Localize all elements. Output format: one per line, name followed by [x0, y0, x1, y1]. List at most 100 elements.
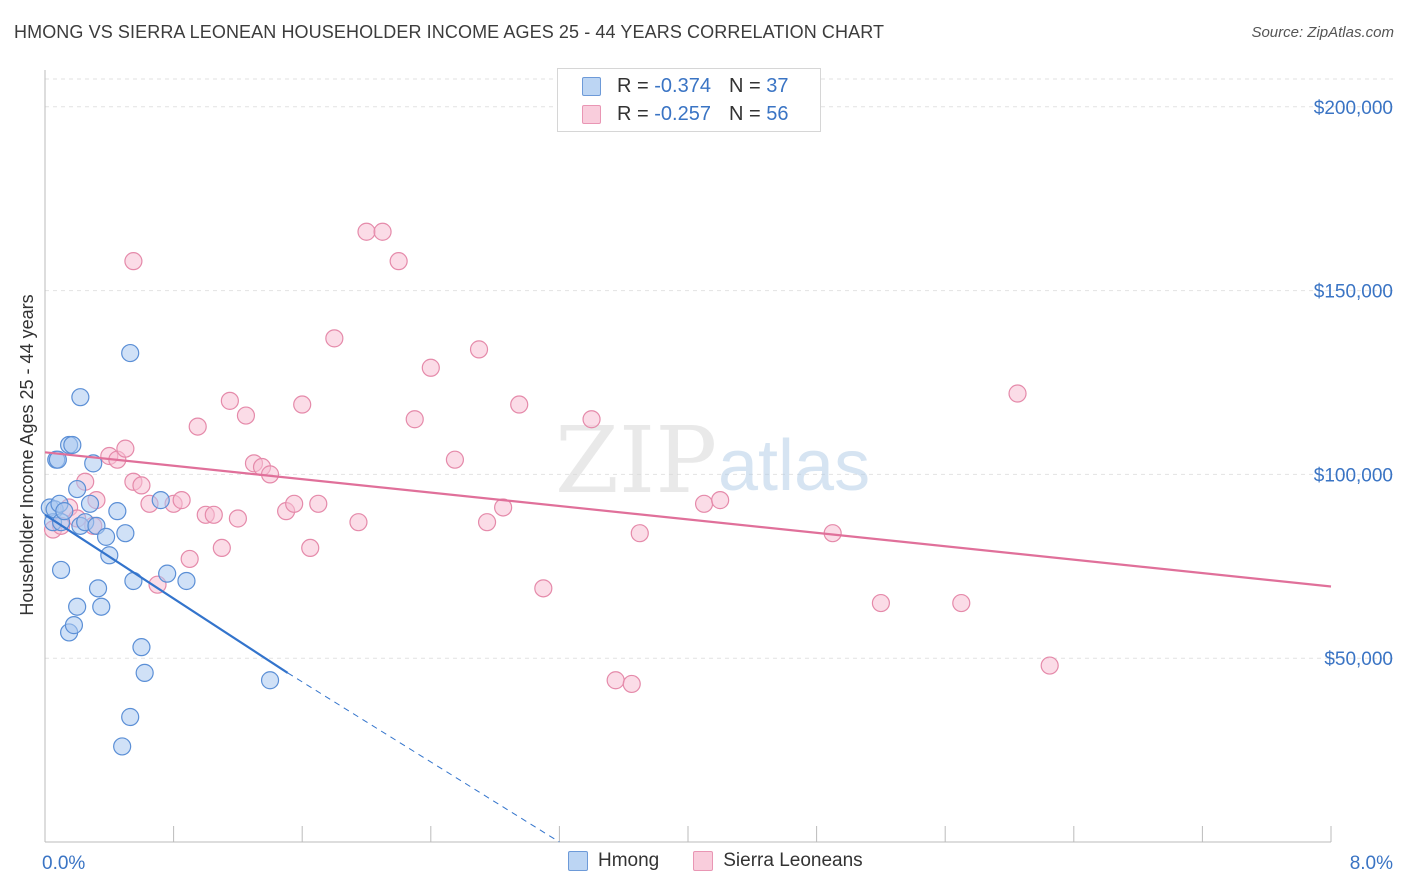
chart-title: HMONG VS SIERRA LEONEAN HOUSEHOLDER INCO…: [14, 22, 885, 42]
hmong-point: [121, 343, 140, 363]
legend-n-label: N =: [728, 102, 761, 125]
legend-r-value: -0.257: [654, 102, 711, 125]
sierra-point: [405, 410, 424, 429]
sierra-point: [694, 494, 714, 513]
hmong-point: [132, 638, 151, 657]
watermark-zip: ZIP: [555, 407, 717, 514]
legend-n-value: 37: [766, 74, 789, 97]
sierra-point: [445, 450, 465, 469]
sierra-point: [309, 494, 328, 513]
sierra-point: [204, 505, 223, 524]
watermark: ZIP atlas: [555, 407, 870, 514]
hmong-point: [48, 450, 67, 469]
sierra-point: [477, 513, 497, 532]
legend-row-sierra: R = -0.257 N = 56: [582, 101, 788, 127]
sierra-point: [325, 329, 344, 348]
hmong-point: [84, 454, 103, 473]
sierra-legend-label: Sierra Leoneans: [723, 850, 863, 871]
sierra-point: [236, 406, 256, 425]
hmong-point: [68, 479, 87, 499]
watermark-atlas: atlas: [718, 426, 870, 506]
stats-legend: R = -0.374 N = 37 R = -0.257 N = 56: [557, 68, 821, 132]
sierra-point: [349, 513, 368, 532]
hmong-point: [63, 435, 82, 455]
sierra-point: [124, 252, 143, 271]
hmong-point: [158, 564, 177, 583]
hmong-legend-swatch: [568, 851, 588, 871]
sierra-point: [212, 538, 231, 558]
sierra-point: [285, 494, 304, 513]
sierra-point: [606, 671, 625, 690]
hmong-point: [96, 527, 116, 546]
y-tick-label: $200,000: [1314, 98, 1393, 119]
sierra-point: [494, 498, 513, 517]
sierra-point: [293, 395, 312, 414]
sierra-point: [188, 417, 207, 436]
hmong-point: [88, 579, 108, 598]
y-tick-label: $50,000: [1324, 649, 1393, 670]
hmong-point: [71, 388, 90, 407]
series-legend: Hmong Sierra Leoneans: [568, 850, 897, 872]
y-axis-label: Householder Income Ages 25 - 44 years: [17, 294, 37, 615]
hmong-point: [135, 663, 154, 682]
sierra-point: [301, 538, 320, 558]
chart-source: Source: ZipAtlas.com: [1251, 24, 1394, 41]
sierra-point: [622, 674, 641, 694]
hmong-point: [177, 571, 196, 591]
sierra-point: [373, 222, 392, 241]
hmong-trend-line: [44, 513, 289, 674]
sierra-point: [389, 252, 408, 271]
y-tick-label: $100,000: [1314, 465, 1393, 486]
hmong-point: [113, 737, 132, 756]
hmong-point: [80, 494, 100, 513]
sierra-point: [469, 340, 489, 359]
sierra-point: [582, 410, 601, 429]
hmong-point: [260, 671, 280, 690]
sierra-point: [180, 549, 199, 569]
sierra-trend-line: [44, 451, 1332, 588]
sierra-point: [711, 491, 730, 510]
hmong-point: [151, 491, 170, 510]
series-legend-sierra: Sierra Leoneans: [693, 850, 863, 872]
sierra-point: [1008, 384, 1027, 403]
sierra-point: [132, 476, 151, 495]
sierra-point: [630, 524, 649, 543]
hmong-point: [68, 597, 87, 616]
hmong-point: [92, 597, 111, 616]
legend-row-hmong: R = -0.374 N = 37: [582, 73, 788, 99]
hmong-point: [64, 616, 84, 635]
legend-r-value: -0.374: [654, 74, 711, 97]
hmong-trend-extension: [287, 672, 560, 843]
series-legend-hmong: Hmong: [568, 850, 659, 872]
tick-labels: $50,000 $100,000 $150,000 $200,000 0.0% 8.0%: [42, 98, 1393, 874]
sierra-point: [952, 593, 971, 613]
hmong-legend-label: Hmong: [598, 850, 660, 871]
sierra-point: [871, 593, 891, 613]
sierra-point: [421, 358, 440, 377]
sierra-point: [172, 491, 191, 510]
hmong-point: [55, 502, 74, 521]
hmong-point: [121, 707, 140, 727]
legend-r-label: R =: [617, 102, 649, 125]
sierra-point: [510, 395, 529, 414]
x-tick-label-min: 0.0%: [42, 853, 85, 874]
sierra-swatch: [582, 104, 601, 124]
hmong-point: [116, 524, 135, 543]
points-layer: [40, 222, 1059, 756]
y-tick-label: $150,000: [1314, 282, 1393, 303]
sierra-legend-swatch: [693, 851, 714, 871]
sierra-point: [357, 222, 376, 241]
axis-layer: [44, 70, 1332, 843]
legend-n-value: 56: [766, 102, 789, 125]
hmong-point: [51, 560, 71, 580]
sierra-point: [534, 579, 553, 598]
hmong-point: [108, 502, 127, 521]
sierra-point: [220, 391, 239, 410]
sierra-point: [116, 439, 135, 458]
sierra-point: [228, 509, 247, 528]
legend-n-label: N =: [728, 74, 761, 97]
x-tick-label-max: 8.0%: [1350, 853, 1393, 874]
hmong-swatch: [582, 76, 601, 96]
legend-r-label: R =: [617, 74, 649, 97]
